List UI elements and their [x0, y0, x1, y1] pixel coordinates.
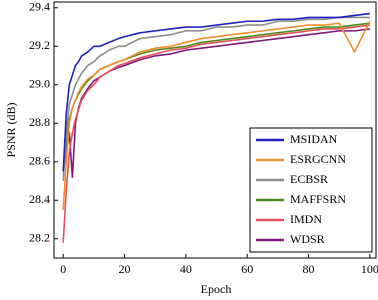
series-line	[62, 20, 371, 210]
y-tick-label: 28.6	[29, 154, 50, 168]
x-tick-label: 20	[119, 262, 131, 276]
legend-label: MAFFSRN	[290, 192, 346, 206]
series-line	[62, 12, 370, 172]
legend-label: WDSR	[290, 232, 325, 246]
series-line	[62, 24, 370, 243]
x-axis-label: Epoch	[201, 282, 232, 296]
y-tick-label: 28.4	[29, 192, 50, 206]
x-tick-label: 40	[180, 262, 192, 276]
legend-label: IMDN	[290, 212, 322, 226]
legend-label: MSIDAN	[290, 132, 338, 146]
legend-box	[249, 127, 373, 253]
plot-frame	[53, 1, 377, 259]
y-tick-label: 29.2	[29, 38, 50, 52]
x-tick-label: 80	[303, 262, 315, 276]
legend-label: ESRGCNN	[290, 152, 346, 166]
x-tick-label: 0	[60, 262, 66, 276]
x-tick-label: 60	[241, 262, 253, 276]
x-tick-label: 100	[361, 262, 378, 276]
y-tick-label: 28.2	[29, 231, 50, 245]
y-axis-label: PSNR (dB)	[4, 102, 18, 157]
y-tick-label: 28.8	[29, 115, 50, 129]
legend-label: ECBSR	[290, 172, 328, 186]
y-tick-label: 29.4	[29, 0, 50, 14]
y-tick-label: 29.0	[29, 77, 50, 91]
series-line	[62, 16, 370, 182]
